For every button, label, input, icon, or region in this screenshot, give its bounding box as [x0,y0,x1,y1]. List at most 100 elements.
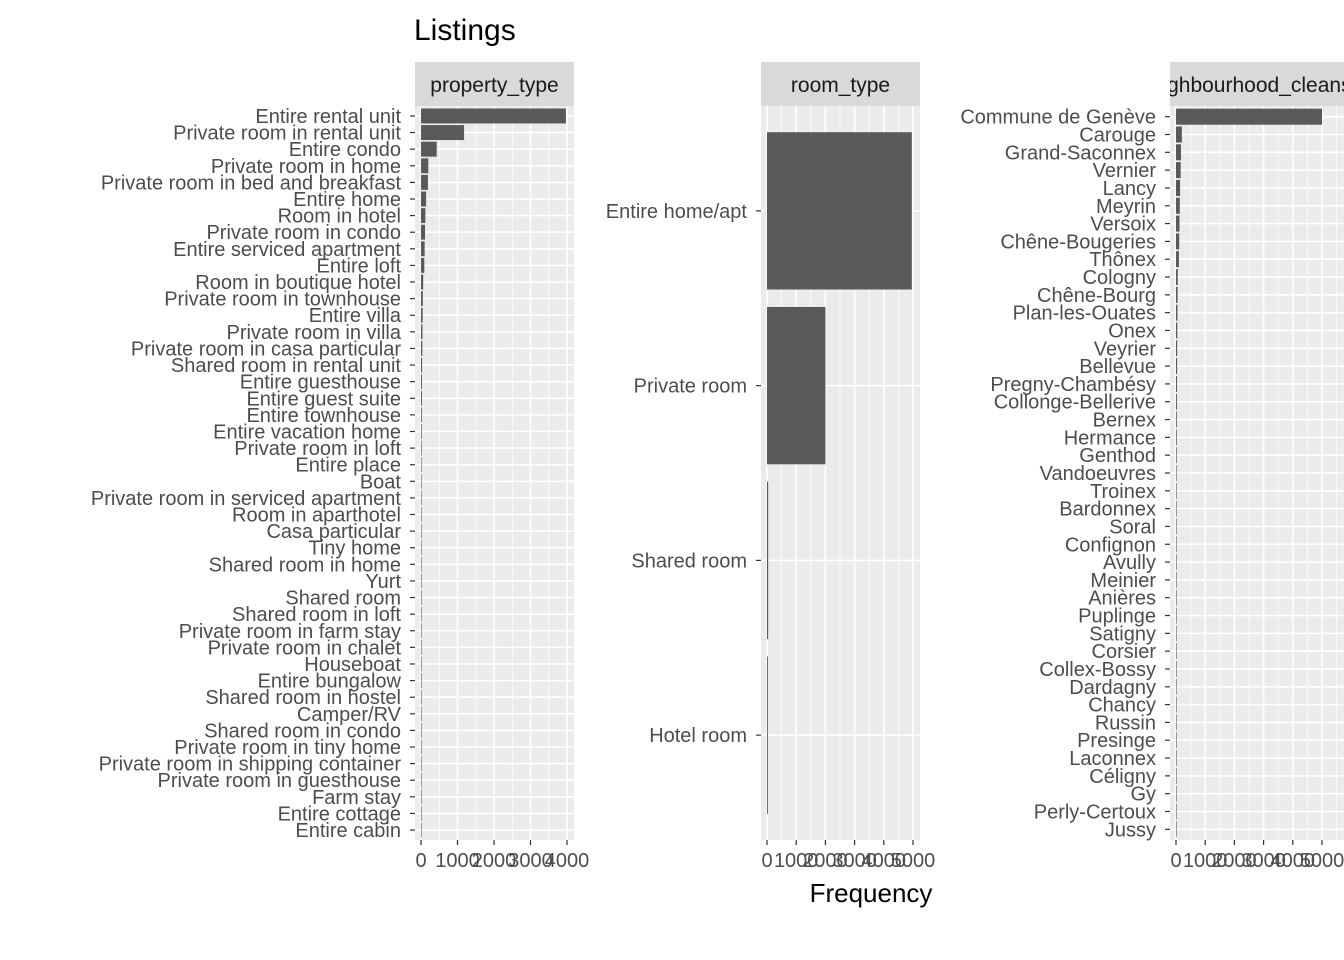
category-label: Entire home/apt [606,201,748,223]
bar-private-room-in-loft [421,440,422,456]
chart-title: Listings [414,14,516,47]
x-tick-label: 3000 [1241,850,1286,872]
bar-private-room-in-guesthouse [421,772,422,788]
bar-chancy [1176,696,1177,713]
bar-presinge [1176,732,1177,749]
bar-troinex [1176,482,1177,499]
bar-vandoeuvres [1176,464,1177,482]
bar-confignon [1176,536,1177,553]
category-label: Puplinge [1078,606,1156,628]
bar-bardonnex [1176,500,1177,517]
bar-collex-bossy [1176,660,1177,677]
bar-private-room-in-tiny-home [421,739,422,755]
bar-entire-condo [421,141,437,157]
x-tick-label: 0 [761,850,772,872]
category-label: Veyrier [1094,338,1157,360]
category-label: Genthod [1079,445,1156,467]
facet-room_type: room_type Entire home/apt Private room Shar… [606,62,935,872]
category-label: Entire place [295,455,401,477]
bar-bernex [1176,411,1177,428]
category-label: Collonge-Bellerive [994,392,1156,414]
bar-carouge [1176,126,1182,143]
category-label: Vandoeuvres [1040,463,1156,485]
facet-strip-label: property_type [430,74,558,97]
category-label: Carouge [1079,125,1156,147]
category-label: Private room in condo [206,222,401,244]
bar-entire-serviced-apartment [421,241,425,257]
bar-meinier [1176,571,1177,588]
category-label: Shared room [285,588,401,610]
category-label: Private room in guesthouse [158,770,401,792]
bar-casa-particular [421,523,422,539]
x-tick-label: 5000 [1300,850,1344,872]
bar-yurt [421,573,422,589]
category-label: Room in hotel [278,206,401,228]
bar-avully [1176,554,1177,571]
category-label: Corsier [1092,641,1157,663]
category-label: Private room in farm stay [179,621,401,643]
bar-entire-townhouse [421,407,422,423]
bar-shared-room [767,481,769,640]
category-label: Private room in villa [226,322,401,344]
bar-entire-guest-suite [421,390,422,406]
bar-plan-les-ouates [1176,304,1178,321]
x-tick-label: 5000 [891,850,936,872]
category-label: Confignon [1065,534,1156,556]
category-label: Private room in bed and breakfast [101,172,402,194]
bar-versoix [1176,215,1180,232]
category-label: Chêne-Bourg [1037,285,1156,307]
bar-room-in-aparthotel [421,507,422,522]
category-label: Plan-les-Ouates [1013,303,1156,325]
bar-satigny [1176,625,1177,642]
category-label: Private room in tiny home [174,737,401,759]
category-label: Cologny [1083,267,1156,289]
x-tick-label: 3000 [508,850,553,872]
bar-private-room-in-chalet [421,639,422,655]
facet-neighbourhood_cleansed: neighbourhood_cleansedCommune de GenèveC… [960,62,1344,872]
bar-private-room-in-shipping-container [421,756,422,772]
x-tick-label: 4000 [1271,850,1316,872]
bar-shared-room-in-rental-unit [421,357,423,373]
x-tick-label: 1000 [435,850,480,872]
bar-vernier [1176,162,1181,179]
category-label: Shared room in home [209,554,401,576]
x-axis-title: Frequency [810,878,933,908]
category-label: Private room in rental unit [173,123,401,145]
bar-camper-rv [421,706,422,722]
bar-grand-saconnex [1176,144,1181,161]
category-label: Entire cabin [295,820,401,842]
category-label: Soral [1109,516,1156,538]
category-label: Shared room in loft [232,604,401,626]
category-label: Boat [360,471,402,493]
category-label: Entire villa [309,305,402,327]
bar-entire-vacation-home [421,424,422,439]
bar-hotel-room [767,656,768,814]
category-label: Dardagny [1069,677,1156,699]
category-label: Thônex [1089,249,1156,271]
bar-cologny [1176,269,1178,286]
category-label: Room in boutique hotel [195,272,401,294]
bar-puplinge [1176,607,1177,624]
x-tick-label: 1000 [774,850,819,872]
category-label: Versoix [1090,214,1156,236]
category-label: Entire serviced apartment [173,239,401,261]
bar-lancy [1176,179,1181,196]
bar-commune-de-gen-ve [1176,108,1322,125]
bar-farm-stay [421,789,422,805]
bar-boat [421,473,422,489]
x-tick-label: 0 [415,850,426,872]
category-label: Meyrin [1096,196,1156,218]
category-label: Meinier [1090,570,1156,592]
category-label: Entire rental unit [255,106,401,128]
category-label: Shared room in condo [204,720,401,742]
category-label: Laconnex [1069,748,1156,770]
category-label: Chancy [1088,695,1156,717]
category-label: Entire bungalow [258,671,402,693]
bar-genthod [1176,447,1177,464]
bar-jussy [1176,821,1177,838]
category-label: Presinge [1077,730,1156,752]
category-label: Anières [1088,588,1156,610]
category-label: Entire vacation home [213,421,401,443]
bar-ani-res [1176,589,1177,606]
bar-private-room-in-bed-and-breakfast [421,174,428,190]
